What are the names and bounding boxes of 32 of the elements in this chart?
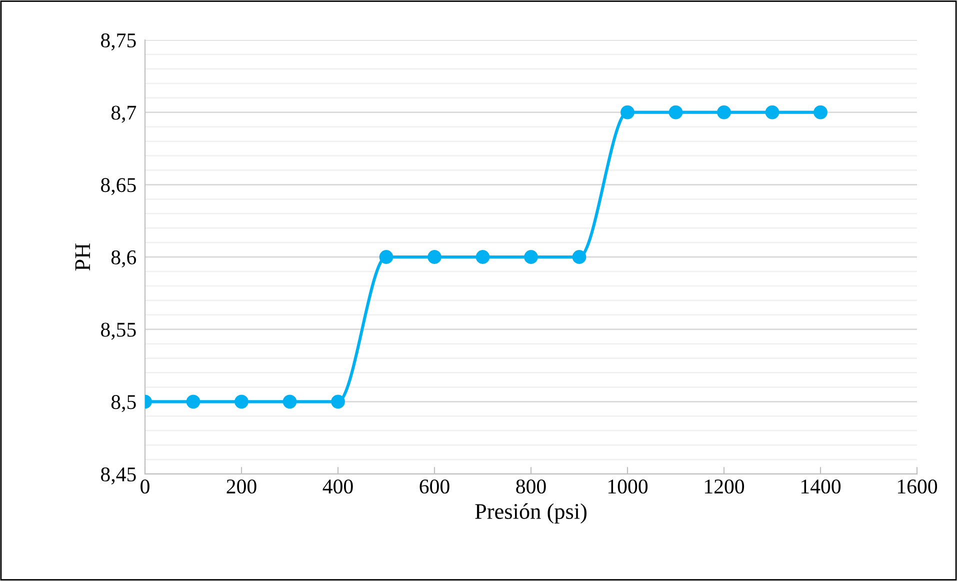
- x-tick-label: 1200: [705, 479, 744, 494]
- point: [282, 394, 297, 409]
- point: [668, 105, 683, 120]
- point: [234, 394, 248, 409]
- x-tick-label: 1600: [898, 479, 938, 494]
- point: [814, 105, 828, 120]
- y-tick-label: 8,65: [101, 178, 136, 196]
- y-axis-title: PH: [75, 243, 90, 271]
- point: [186, 394, 200, 409]
- point: [524, 250, 538, 264]
- x-tick-label: 800: [516, 479, 546, 494]
- x-axis-title: Presión (psi): [475, 503, 586, 524]
- point: [717, 105, 731, 120]
- x-tick-label: 200: [226, 479, 256, 494]
- y-tick-label: 8,7: [111, 106, 136, 123]
- y-tick-label: 8,45: [101, 467, 136, 484]
- point: [476, 250, 490, 264]
- x-tick-label: 0: [140, 479, 150, 494]
- y-tick-label: 8,75: [101, 33, 136, 50]
- point: [765, 105, 780, 120]
- point: [572, 250, 586, 264]
- point: [428, 250, 442, 264]
- x-tick-label: 1000: [608, 479, 648, 494]
- point: [379, 250, 394, 264]
- point: [331, 394, 345, 409]
- x-tick-label: 400: [322, 479, 353, 494]
- point: [620, 105, 634, 120]
- y-tick-label: 8,5: [111, 395, 136, 412]
- x-tick-label: 1400: [802, 479, 841, 494]
- x-tick-label: 600: [420, 479, 450, 494]
- y-tick-label: 8,6: [111, 250, 136, 268]
- y-tick-label: 8,55: [101, 322, 136, 340]
